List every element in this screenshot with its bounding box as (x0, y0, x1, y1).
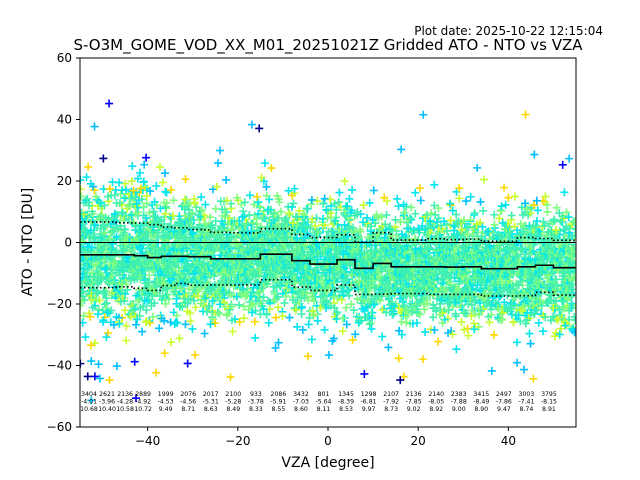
scatter-point (411, 209, 420, 218)
scatter-point (402, 318, 411, 327)
scatter-point (197, 193, 206, 202)
scatter-point (382, 210, 391, 219)
scatter-point (394, 202, 403, 211)
scatter-point (496, 206, 505, 215)
scatter-point (278, 312, 287, 321)
scatter-point (404, 275, 413, 284)
scatter-point (215, 309, 224, 318)
scatter-point (250, 317, 259, 326)
scatter-point (161, 202, 170, 211)
scatter-point (285, 313, 294, 322)
scatter-point (457, 318, 466, 327)
scatter-point (129, 260, 138, 269)
scatter-point (349, 261, 358, 270)
scatter-point (191, 303, 200, 312)
scatter-point (338, 314, 347, 323)
scatter-point (533, 217, 542, 226)
scatter-point (559, 267, 568, 276)
scatter-point (534, 318, 543, 327)
scatter-point (297, 310, 306, 319)
scatter-point (362, 213, 371, 222)
scatter-point (507, 211, 516, 220)
scatter-point (367, 324, 376, 333)
scatter-point (520, 250, 529, 259)
plot-area (80, 99, 576, 405)
scatter-point (446, 199, 455, 208)
scatter-point (161, 187, 170, 196)
scatter-point (497, 202, 506, 211)
scatter-point (407, 203, 416, 212)
scatter-point (107, 243, 116, 252)
scatter-point (515, 256, 524, 265)
scatter-point (462, 223, 471, 232)
scatter-point (313, 316, 322, 325)
scatter-point (169, 196, 178, 205)
scatter-point (245, 191, 254, 200)
scatter-point (332, 249, 341, 258)
scatter-point (253, 192, 262, 201)
scatter-point (206, 213, 215, 222)
scatter-point (239, 207, 248, 216)
scatter-point (211, 204, 220, 213)
scatter-point (543, 207, 552, 216)
scatter-point (345, 194, 354, 203)
scatter-point (501, 200, 510, 209)
scatter-point (235, 300, 244, 309)
plot-date: Plot date: 2025-10-22 12:15:04 (414, 24, 603, 38)
scatter-point (231, 249, 240, 258)
scatter-point (475, 310, 484, 319)
scatter-point (304, 320, 313, 329)
scatter-point (479, 206, 488, 215)
scatter-point (274, 303, 283, 312)
scatter-point (239, 314, 248, 323)
scatter-point (90, 186, 99, 195)
scatter-markers (80, 99, 576, 405)
scatter-point (470, 208, 479, 217)
scatter-point (380, 252, 389, 261)
scatter-point (430, 325, 439, 334)
scatter-point (312, 213, 321, 222)
scatter-point (485, 318, 494, 327)
scatter-point (271, 313, 280, 322)
scatter-point (307, 195, 316, 204)
scatter-point (334, 198, 343, 207)
scatter-point (80, 288, 86, 297)
scatter-point (427, 209, 436, 218)
scatter-point (280, 299, 289, 308)
chart-title: S-O3M_GOME_VOD_XX_M01_20251021Z Gridded … (73, 36, 583, 55)
